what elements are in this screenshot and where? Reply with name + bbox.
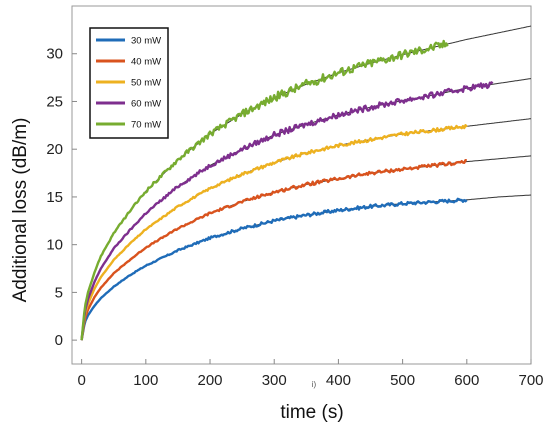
legend-label: 50 mW [131, 78, 161, 89]
x-tick-label: 500 [390, 372, 415, 389]
tick-labels: 0 100 200 300 400 500 600 700 0 5 10 15 20 25 30 [46, 46, 543, 389]
legend-label: 70 mW [131, 120, 161, 131]
y-tick-label: 5 [55, 284, 63, 301]
x-axis-title: time (s) [280, 402, 343, 423]
x-tick-label: 600 [454, 372, 479, 389]
series-line [80, 80, 494, 341]
x-tick-label: 200 [198, 372, 223, 389]
y-tick-label: 20 [46, 141, 63, 158]
data-series [80, 39, 494, 341]
series-line [80, 197, 468, 341]
series-line [80, 39, 449, 341]
series-line [80, 124, 468, 341]
y-axis-title: Additional loss (dB/m) [10, 118, 31, 303]
y-tick-label: 0 [55, 332, 63, 349]
x-tick-label: 700 [518, 372, 543, 389]
tick-marks [72, 53, 532, 364]
stray-mark: i) [312, 380, 317, 389]
y-tick-label: 25 [46, 93, 63, 110]
x-tick-label: 0 [77, 372, 85, 389]
legend-label: 60 mW [131, 99, 161, 110]
y-tick-label: 30 [46, 46, 63, 63]
x-tick-label: 100 [133, 372, 158, 389]
legend-items: 30 mW 40 mW 50 mW 60 mW 70 mW [96, 36, 161, 131]
y-tick-label: 10 [46, 237, 63, 254]
y-tick-label: 15 [46, 189, 63, 206]
legend: 30 mW 40 mW 50 mW 60 mW 70 mW [89, 27, 169, 139]
legend-label: 40 mW [131, 57, 161, 68]
legend-label: 30 mW [131, 36, 161, 47]
x-tick-label: 400 [326, 372, 351, 389]
x-tick-label: 300 [262, 372, 287, 389]
series-line [80, 159, 467, 341]
